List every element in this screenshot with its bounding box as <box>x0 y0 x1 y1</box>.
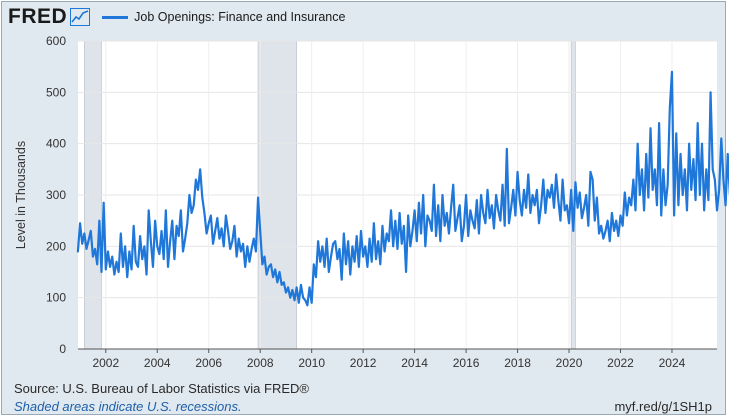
x-tick-label: 2022 <box>607 356 634 370</box>
x-tick-label: 2002 <box>92 356 119 370</box>
trend-line-icon <box>70 8 91 26</box>
y-axis-ticks: 0 100 200 300 400 500 600 <box>46 34 66 356</box>
y-tick-label: 100 <box>46 291 66 305</box>
legend-swatch <box>102 15 129 19</box>
x-tick-label: 2008 <box>247 356 274 370</box>
y-axis-label: Level in Thousands <box>14 141 28 249</box>
x-tick-label: 2014 <box>401 356 428 370</box>
recession-note: Shaded areas indicate U.S. recessions. <box>14 399 242 414</box>
x-axis-ticks: 2002 2004 2006 2008 2010 2012 2014 2016 2018 2020… <box>78 348 717 370</box>
x-tick-label: 2024 <box>659 356 686 370</box>
x-tick-label: 2016 <box>453 356 480 370</box>
x-tick-label: 2006 <box>195 356 222 370</box>
x-tick-label: 2004 <box>144 356 171 370</box>
y-tick-label: 300 <box>46 188 66 202</box>
x-tick-label: 2020 <box>556 356 583 370</box>
x-tick-label: 2012 <box>350 356 377 370</box>
fred-logo: FRED <box>8 5 68 28</box>
series-line <box>76 70 729 307</box>
y-tick-label: 200 <box>46 239 66 253</box>
short-link: myf.red/g/1SH1p <box>614 399 712 414</box>
y-tick-label: 400 <box>46 137 66 151</box>
y-tick-label: 0 <box>59 342 66 356</box>
y-tick-label: 500 <box>46 85 66 99</box>
x-tick-label: 2018 <box>504 356 531 370</box>
x-tick-label: 2010 <box>298 356 325 370</box>
chart-header: FRED Job Openings: Finance and Insurance <box>8 4 345 30</box>
chart-legend: Job Openings: Finance and Insurance <box>102 10 345 24</box>
legend-label: Job Openings: Finance and Insurance <box>134 10 346 24</box>
y-tick-label: 600 <box>46 34 66 48</box>
source-note: Source: U.S. Bureau of Labor Statistics … <box>14 381 309 396</box>
series-layer <box>76 70 729 307</box>
